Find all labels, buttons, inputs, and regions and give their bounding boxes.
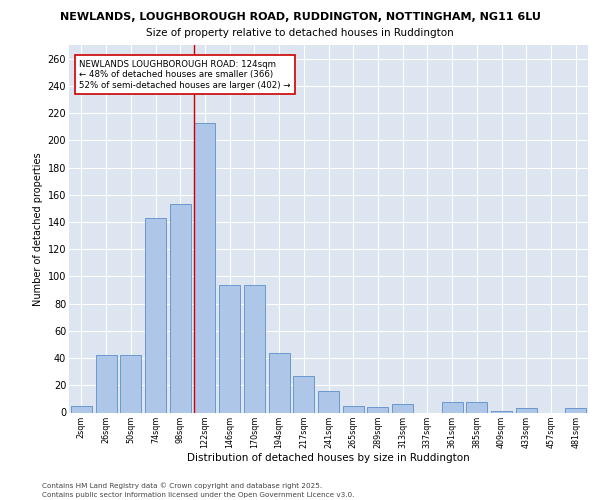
Bar xyxy=(442,402,463,412)
X-axis label: Distribution of detached houses by size in Ruddington: Distribution of detached houses by size … xyxy=(187,454,470,464)
Text: NEWLANDS LOUGHBOROUGH ROAD: 124sqm
← 48% of detached houses are smaller (366)
52: NEWLANDS LOUGHBOROUGH ROAD: 124sqm ← 48%… xyxy=(79,60,291,90)
Bar xyxy=(71,406,92,412)
Bar xyxy=(145,218,166,412)
Bar xyxy=(269,352,290,412)
Bar xyxy=(516,408,537,412)
Text: Size of property relative to detached houses in Ruddington: Size of property relative to detached ho… xyxy=(146,28,454,38)
Text: Contains HM Land Registry data © Crown copyright and database right 2025.: Contains HM Land Registry data © Crown c… xyxy=(42,482,322,489)
Bar xyxy=(244,284,265,412)
Y-axis label: Number of detached properties: Number of detached properties xyxy=(34,152,43,306)
Bar xyxy=(219,284,240,412)
Text: NEWLANDS, LOUGHBOROUGH ROAD, RUDDINGTON, NOTTINGHAM, NG11 6LU: NEWLANDS, LOUGHBOROUGH ROAD, RUDDINGTON,… xyxy=(59,12,541,22)
Bar xyxy=(343,406,364,412)
Bar xyxy=(367,407,388,412)
Bar xyxy=(392,404,413,412)
Text: Contains public sector information licensed under the Open Government Licence v3: Contains public sector information licen… xyxy=(42,492,355,498)
Bar xyxy=(466,402,487,412)
Bar xyxy=(318,390,339,412)
Bar xyxy=(293,376,314,412)
Bar xyxy=(565,408,586,412)
Bar xyxy=(170,204,191,412)
Bar xyxy=(95,356,116,412)
Bar xyxy=(120,356,141,412)
Bar xyxy=(194,122,215,412)
Bar xyxy=(491,411,512,412)
